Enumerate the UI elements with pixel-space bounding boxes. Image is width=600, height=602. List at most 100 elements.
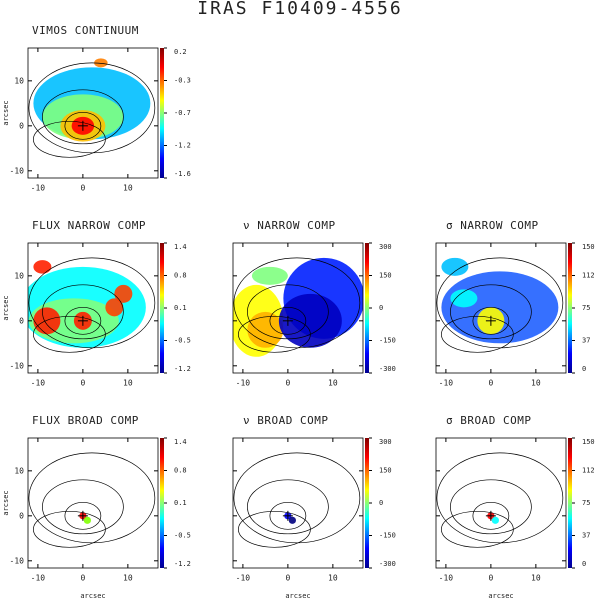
- contour: [441, 510, 514, 548]
- contour: [450, 479, 532, 535]
- colorbar-tick-label: 150: [582, 243, 595, 251]
- colorbar: [160, 48, 164, 178]
- map-region: [247, 311, 284, 348]
- x-tick-label: 0: [488, 574, 493, 583]
- contour: [33, 120, 106, 158]
- contour: [64, 111, 102, 140]
- colorbar-tick-label: 0: [379, 499, 383, 507]
- colorbar-tick-label: 150: [582, 438, 595, 446]
- colorbar-tick-label: -150: [379, 532, 396, 540]
- panel-title: ν NARROW COMP: [243, 219, 336, 232]
- map-region: [450, 289, 478, 308]
- y-tick-label: -10: [10, 556, 25, 565]
- contour: [28, 257, 156, 349]
- panel-title: σ BROAD COMP: [446, 414, 531, 427]
- colorbar-tick-label: 112: [582, 272, 595, 280]
- x-tick-label: -10: [236, 574, 251, 583]
- contour: [233, 257, 361, 349]
- map: [233, 257, 363, 357]
- contour: [472, 306, 510, 335]
- panel-title: FLUX NARROW COMP: [32, 219, 146, 232]
- x-tick-label: 0: [488, 379, 493, 388]
- colorbar-tick-label: -150: [379, 337, 396, 345]
- x-tick-label: 10: [123, 379, 133, 388]
- colorbar-tick-label: 0.8: [174, 467, 187, 475]
- x-axis-label: arcsec: [285, 592, 310, 600]
- contour: [269, 501, 307, 530]
- y-tick-label: -10: [10, 166, 25, 175]
- y-tick-label: 10: [14, 466, 24, 475]
- map: [436, 452, 564, 548]
- colorbar-tick-label: 150: [379, 467, 392, 475]
- x-tick-label: -10: [439, 379, 454, 388]
- colorbar-tick-label: 75: [582, 304, 590, 312]
- map-region: [114, 284, 133, 303]
- x-tick-label: -10: [31, 574, 46, 583]
- contour: [441, 315, 514, 353]
- map: [28, 452, 156, 548]
- map-region: [288, 516, 296, 524]
- contour: [450, 284, 532, 340]
- contour: [233, 452, 361, 544]
- contour: [238, 510, 311, 548]
- contour: [436, 452, 564, 544]
- contour: [64, 501, 102, 530]
- colorbar-tick-label: 112: [582, 467, 595, 475]
- colorbar: [568, 438, 572, 568]
- panel: σ BROAD COMP -10 0 10 arcsec 150 112 75 37 0: [435, 414, 595, 600]
- plot-frame: [27, 437, 159, 569]
- y-axis-label: arcsec: [2, 100, 10, 125]
- x-tick-label: 10: [123, 574, 133, 583]
- x-tick-label: 0: [285, 574, 290, 583]
- colorbar-tick-label: 0.8: [174, 272, 187, 280]
- contour: [436, 257, 564, 349]
- contour: [42, 284, 124, 340]
- colorbar-tick-label: 37: [582, 532, 590, 540]
- x-tick-label: 0: [285, 379, 290, 388]
- colorbar-tick-label: -0.5: [174, 337, 191, 345]
- y-axis-label: arcsec: [2, 295, 10, 320]
- contour: [42, 89, 124, 145]
- panel: FLUX NARROW COMP -10 0 10 -10 0 10 arcsec 1.4 0.8…: [2, 219, 191, 388]
- x-tick-label: -10: [439, 574, 454, 583]
- colorbar-tick-label: -0.7: [174, 109, 191, 117]
- contour: [28, 62, 156, 154]
- colorbar-tick-label: -1.6: [174, 170, 191, 178]
- y-tick-label: 10: [14, 271, 24, 280]
- colorbar: [365, 243, 369, 373]
- contour: [472, 501, 510, 530]
- x-tick-label: 10: [531, 379, 541, 388]
- panel-title: ν BROAD COMP: [243, 414, 328, 427]
- plot-frame: [232, 242, 364, 374]
- figure-title: IRAS F10409-4556: [197, 0, 402, 19]
- y-tick-label: 0: [19, 121, 24, 130]
- panel-title: FLUX BROAD COMP: [32, 414, 139, 427]
- colorbar-tick-label: -1.2: [174, 365, 191, 373]
- colorbar-tick-label: -300: [379, 560, 396, 568]
- contour: [33, 315, 106, 353]
- colorbar-tick-label: -0.3: [174, 77, 191, 85]
- x-tick-label: 10: [328, 379, 338, 388]
- contour: [64, 306, 102, 335]
- x-tick-label: 10: [531, 574, 541, 583]
- colorbar-tick-label: 300: [379, 438, 392, 446]
- plot-frame: [27, 47, 159, 179]
- colorbar-tick-label: 0.2: [174, 48, 187, 56]
- colorbar-tick-label: 1.4: [174, 438, 187, 446]
- map: [28, 58, 156, 158]
- y-tick-label: -10: [10, 361, 25, 370]
- panel: ν BROAD COMP -10 0 10 arcsec 300 150 0 -150 -300: [232, 414, 396, 600]
- x-tick-label: 10: [328, 574, 338, 583]
- y-tick-label: 0: [19, 511, 24, 520]
- colorbar-tick-label: 1.4: [174, 243, 187, 251]
- plot-frame: [435, 437, 567, 569]
- x-tick-label: -10: [236, 379, 251, 388]
- colorbar-tick-label: 0: [582, 365, 586, 373]
- map-region: [441, 271, 559, 344]
- contour: [28, 452, 156, 544]
- colorbar-tick-label: 0: [379, 304, 383, 312]
- colorbar: [568, 243, 572, 373]
- map-region: [105, 298, 124, 317]
- colorbar-tick-label: 0.1: [174, 304, 187, 312]
